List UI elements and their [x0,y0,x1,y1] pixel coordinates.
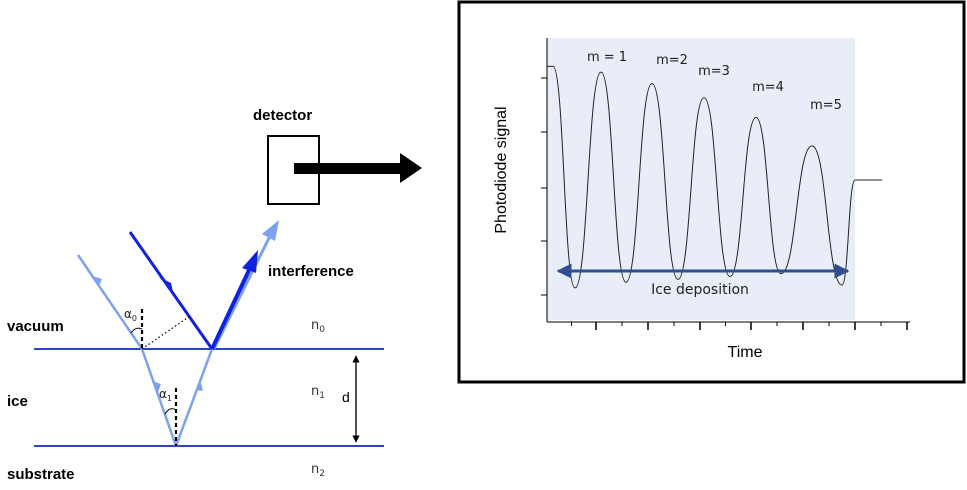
signal-plot: m = 1 m=2 m=3 m=4 m=5 Ice deposition Time Ph… [457,0,966,384]
fringe-label: m=5 [810,98,842,113]
layer-label-substrate: substrate [7,466,75,483]
transmitted-beam-light [212,235,272,350]
angle-label-alpha1: α1 [159,387,172,403]
fringe-label: m = 1 [587,50,627,65]
detector-signal-arrow-shaft [294,163,404,174]
y-axis-title: Photodiode signal [493,106,510,233]
layer-label-vacuum: vacuum [7,318,64,335]
substrate-reflected-beam [174,348,214,447]
angle-arc-alpha1 [164,408,177,415]
refracted-beam [140,348,178,447]
fringe-label: m=4 [752,80,784,95]
layer-label-ice: ice [7,393,28,410]
x-axis-ticks [571,322,908,330]
angle-arc-alpha0 [130,327,143,334]
plot-area-background [547,38,855,320]
path-difference-line [141,315,191,350]
reflected-beam-dark-arrowhead [242,250,258,273]
thickness-label: d [342,389,350,405]
index-n0: n0 [311,318,325,335]
detector-label: detector [253,107,312,124]
reflected-beam-dark [210,267,252,350]
incident-beam-dark [128,231,214,350]
index-n2: n2 [311,462,325,479]
substrate-reflected-beam-arrowhead [196,379,203,391]
optical-diagram: d α0 α1 n0 n1 n2 vacuum [7,107,422,483]
fringe-label: m=3 [698,64,730,79]
index-n1: n1 [311,384,325,401]
incident-beam-light-arrowhead [92,276,102,286]
angle-label-alpha0: α0 [124,307,137,323]
interference-label: interference [268,263,354,280]
photodiode-signal-curve [547,65,882,289]
fringe-labels: m = 1 m=2 m=3 m=4 m=5 [587,50,842,113]
fringe-label: m=2 [656,53,688,68]
refracted-beam-arrowhead [152,381,161,392]
detector-signal-arrow-head [400,153,422,183]
x-axis-title: Time [728,344,763,361]
transmitted-beam-light-arrowhead [262,220,279,241]
y-axis-ticks [541,77,547,296]
ice-deposition-label: Ice deposition [651,282,749,298]
incident-beam-dark-arrowhead [159,277,173,292]
incident-beam-light [76,254,144,350]
